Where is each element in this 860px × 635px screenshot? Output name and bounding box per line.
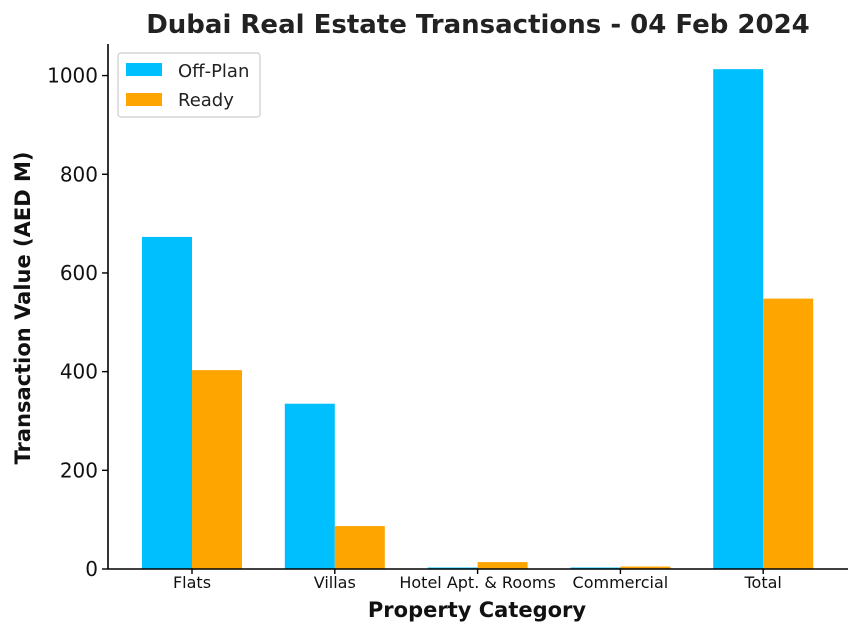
bar-ready-flats xyxy=(192,370,242,569)
legend-swatch-off-plan xyxy=(126,63,162,76)
y-tick-label: 600 xyxy=(60,261,98,285)
y-tick-label: 1000 xyxy=(47,64,98,88)
bar-off-plan-villas xyxy=(284,403,335,569)
x-tick-label: Villas xyxy=(314,573,356,592)
legend: Off-Plan Ready xyxy=(117,52,261,118)
x-tick-label: Hotel Apt. & Rooms xyxy=(399,573,555,592)
bar-off-plan-total xyxy=(713,69,764,569)
bar-off-plan-flats xyxy=(142,236,192,570)
y-tick-label: 800 xyxy=(60,162,98,186)
bar-ready-commercial xyxy=(620,566,671,569)
y-tick-label: 200 xyxy=(60,458,98,482)
y-axis-title: Transaction Value (AED M) xyxy=(11,152,35,465)
legend-label-off-plan: Off-Plan xyxy=(178,61,249,82)
chart-title: Dubai Real Estate Transactions - 04 Feb … xyxy=(146,10,810,40)
bars-group xyxy=(142,69,814,570)
y-ticks: 0 200 400 600 800 1000 xyxy=(47,64,108,581)
x-tick-label: Total xyxy=(744,573,782,592)
y-tick-label: 0 xyxy=(85,557,98,581)
x-tick-label: Commercial xyxy=(573,573,669,592)
legend-swatch-ready xyxy=(126,93,162,106)
x-axis-title: Property Category xyxy=(368,598,587,622)
bar-ready-total xyxy=(763,298,814,569)
y-tick-label: 400 xyxy=(60,360,98,384)
legend-label-ready: Ready xyxy=(178,90,234,111)
x-tick-label: Flats xyxy=(173,573,211,592)
bar-ready-villas xyxy=(334,526,385,569)
x-ticks: Flats Villas Hotel Apt. & Rooms Commercial T… xyxy=(173,569,782,592)
bar-ready-hotel-apt-rooms xyxy=(477,562,528,569)
